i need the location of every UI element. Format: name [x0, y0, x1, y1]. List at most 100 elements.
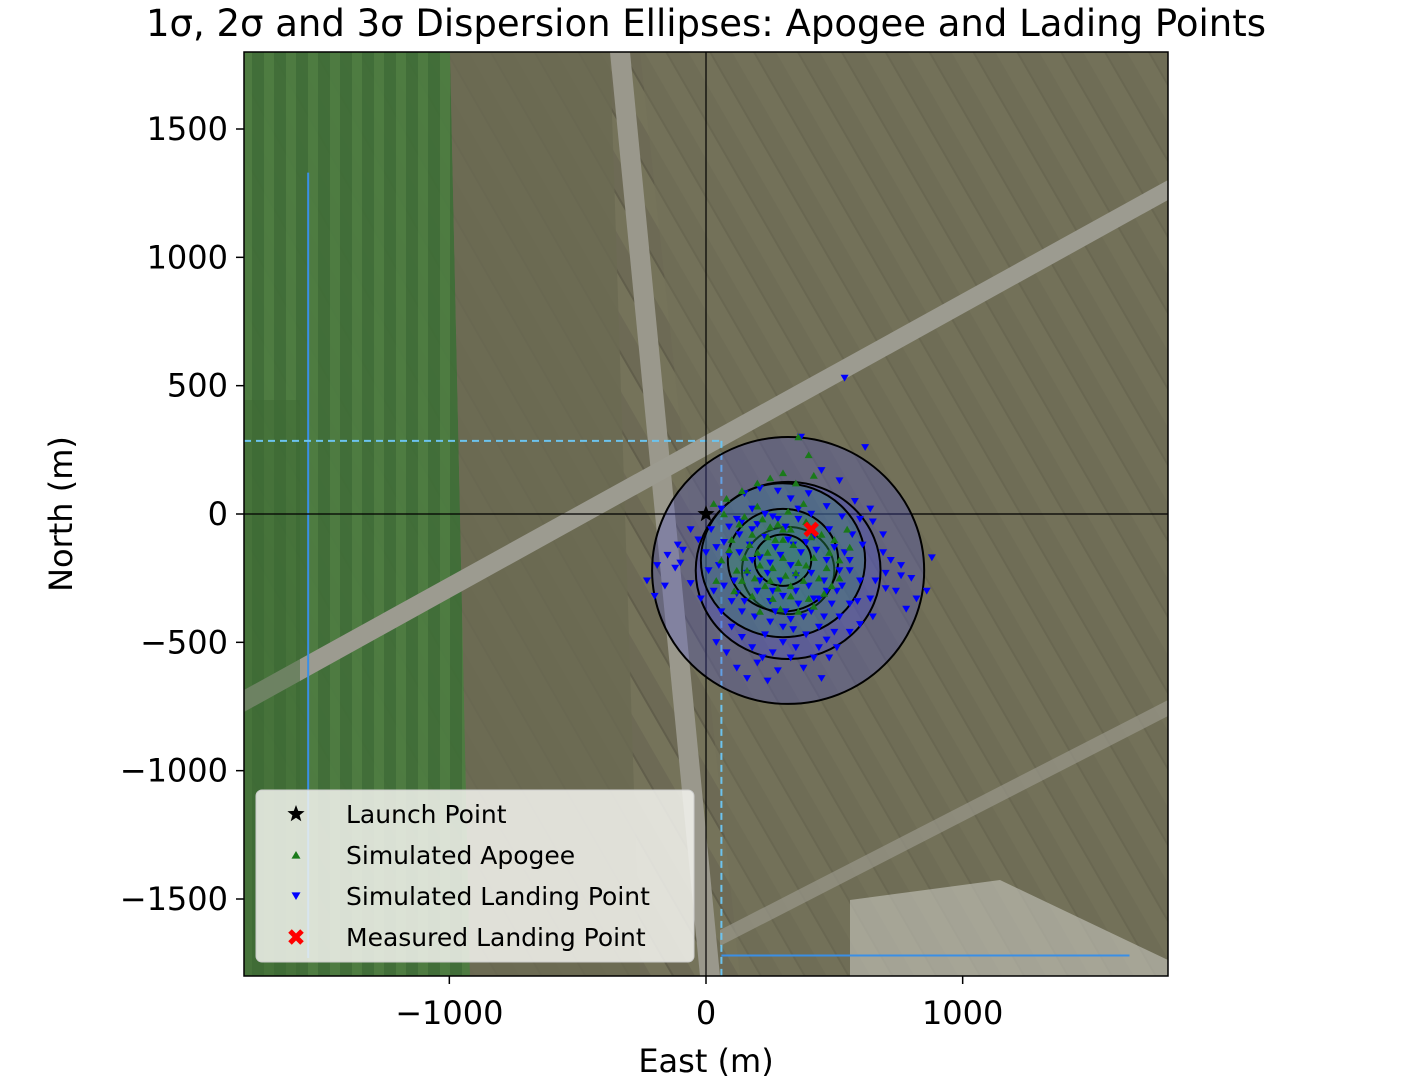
apogee-point-marker [845, 543, 854, 551]
landing-point-marker [912, 595, 921, 603]
legend-item: Simulated Landing Point [291, 882, 650, 911]
landing-point-marker [696, 595, 705, 603]
landing-point-marker [676, 559, 685, 567]
apogee-point-marker [737, 487, 746, 495]
legend-label: Launch Point [346, 800, 507, 829]
apogee-point-marker [748, 592, 757, 600]
landing-point-marker [761, 510, 770, 518]
apogee-point-marker [773, 520, 782, 528]
landing-point-marker [686, 580, 695, 587]
landing-point-marker [902, 605, 911, 613]
landing-point-marker [779, 623, 787, 631]
apogee-point-marker [809, 602, 818, 610]
landing-point-marker [779, 639, 787, 646]
apogee-point-marker [768, 564, 777, 572]
landing-point-marker [719, 539, 728, 546]
apogee-point-marker [822, 564, 831, 572]
landing-point-marker [835, 477, 844, 485]
landing-point-marker [755, 577, 764, 585]
landing-point-marker [802, 539, 811, 546]
y-tick-label: 1500 [147, 110, 228, 148]
apogee-point-marker [779, 469, 787, 477]
landing-point-marker [794, 515, 803, 523]
launch-point-marker [697, 505, 715, 522]
apogee-point-marker [763, 548, 772, 556]
landing-point-marker [866, 505, 875, 513]
landing-point-marker [832, 644, 841, 652]
landing-point-marker [822, 557, 831, 564]
landing-point-marker [714, 562, 723, 569]
landing-point-marker [717, 505, 726, 513]
landing-point-marker [737, 608, 746, 616]
apogee-point-marker [761, 582, 770, 590]
landing-point-marker [799, 613, 808, 621]
chart-title: 1σ, 2σ and 3σ Dispersion Ellipses: Apoge… [146, 2, 1266, 45]
apogee-point-marker [789, 541, 798, 548]
landing-point-marker [709, 587, 718, 595]
landing-point-marker [725, 551, 734, 559]
landing-point-marker [771, 544, 780, 551]
landing-point-marker [753, 521, 762, 528]
apogee-point-marker [766, 474, 775, 482]
legend-item: Launch Point [287, 800, 507, 829]
landing-point-marker [845, 600, 854, 608]
apogee-point-marker [748, 530, 757, 538]
landing-point-marker [732, 515, 741, 523]
landing-point-marker [737, 518, 746, 526]
landing-point-marker [856, 515, 864, 523]
landing-point-marker [768, 587, 777, 595]
landing-point-marker [743, 675, 752, 682]
apogee-point-marker [791, 479, 800, 487]
legend: Launch Point Simulated Apogee Simulated La… [255, 789, 695, 963]
landing-point-marker [820, 613, 829, 621]
landing-point-marker [835, 567, 844, 575]
apogee-point-marker [799, 577, 808, 584]
landing-point-marker [881, 569, 890, 577]
legend-marker [288, 929, 304, 945]
x-tick-label: −1000 [395, 994, 503, 1032]
landing-point-marker [881, 585, 890, 593]
landing-point-marker [840, 374, 849, 382]
apogee-point-marker [771, 536, 780, 543]
landing-point-marker [807, 569, 816, 577]
apogee-point-marker [827, 582, 836, 590]
landing-point-marker [737, 634, 746, 641]
landing-point-marker [814, 644, 823, 652]
landing-point-marker [817, 675, 826, 682]
landing-ellipse-1sigma [740, 525, 836, 616]
landing-point-marker [794, 600, 803, 608]
apogee-point-marker [784, 507, 793, 515]
landing-point-marker [807, 510, 816, 518]
landing-point-marker [835, 613, 844, 621]
apogee-point-marker [794, 433, 803, 441]
apogee-point-marker [773, 584, 782, 592]
y-axis-label: North (m) [42, 436, 80, 592]
landing-point-marker [817, 467, 826, 474]
apogee-point-marker [766, 523, 775, 531]
apogee-point-marker [725, 546, 734, 554]
landing-point-marker [773, 667, 782, 675]
landing-point-marker [748, 644, 757, 652]
apogee-point-marker [719, 510, 728, 518]
landing-point-marker [660, 582, 669, 590]
landing-point-marker [727, 623, 736, 631]
apogee-point-marker [709, 500, 718, 507]
legend-box [255, 789, 695, 963]
apogee-point-marker [825, 548, 834, 556]
apogee-point-marker [794, 559, 803, 566]
landing-point-marker [702, 549, 710, 557]
landing-point-marker [838, 513, 847, 521]
landing-point-marker [781, 523, 790, 531]
landing-point-marker [761, 631, 770, 639]
landing-point-marker [871, 577, 880, 585]
apogee-point-marker [755, 607, 764, 615]
landing-point-marker [868, 518, 877, 526]
apogee-point-marker [843, 525, 852, 533]
apogee-point-marker [735, 520, 744, 528]
landing-ellipse-3sigma [651, 436, 926, 705]
landing-point-marker [830, 544, 839, 551]
landing-point-marker [642, 577, 651, 585]
y-tick-label: 1000 [147, 238, 228, 276]
apogee-point-marker [807, 533, 816, 541]
